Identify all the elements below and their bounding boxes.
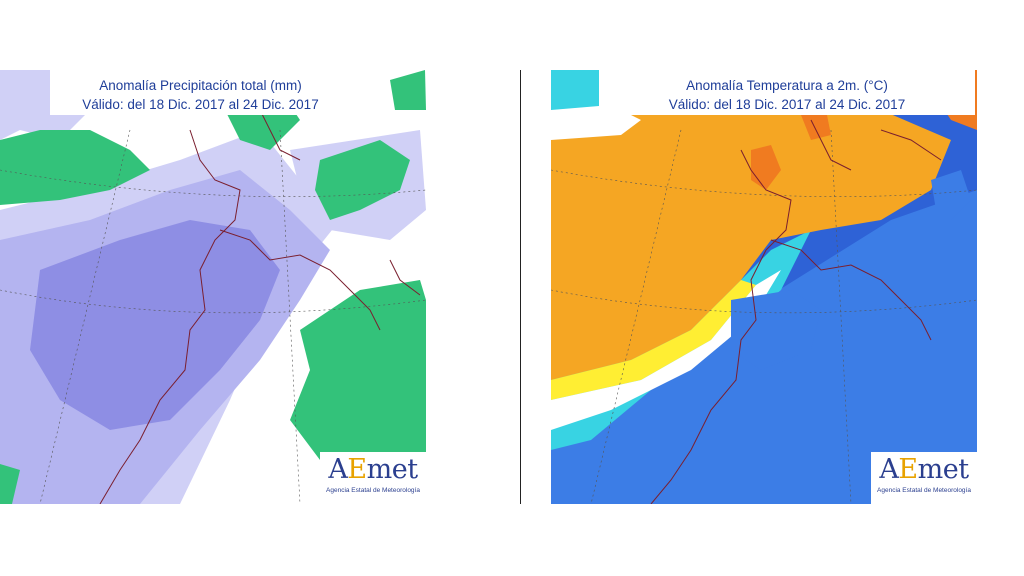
dry-area-iberia-ne: [315, 140, 410, 220]
dry-area-northwest: [0, 130, 150, 205]
graticule-lines: [0, 129, 426, 504]
temperature-map-title: Anomalía Temperatura a 2m. (°C) Válido: …: [599, 70, 975, 115]
aemet-logo-wordmark: AEmet: [328, 454, 418, 485]
aemet-logo-subtitle: Agencia Estatal de Meteorología: [877, 487, 971, 494]
warm-strong-area-north: [801, 110, 831, 140]
precipitation-anomaly-map: Anomalía Precipitación total (mm) Válido…: [0, 70, 426, 504]
precipitation-map-canvas: [0, 70, 426, 504]
aemet-logo: AEmet Agencia Estatal de Meteorología: [871, 452, 977, 504]
warm-area: [551, 90, 951, 380]
aemet-logo-wordmark: AEmet: [879, 454, 969, 485]
precipitation-map-title: Anomalía Precipitación total (mm) Válido…: [50, 70, 351, 115]
cold-area-iberia: [731, 290, 821, 370]
map-title-line1: Anomalía Temperatura a 2m. (°C): [686, 78, 888, 93]
aemet-logo-subtitle: Agencia Estatal de Meteorología: [326, 487, 420, 494]
map-title-line1: Anomalía Precipitación total (mm): [99, 78, 302, 93]
dry-area-topright: [390, 70, 426, 110]
aemet-logo: AEmet Agencia Estatal de Meteorología: [320, 452, 426, 504]
graticule-lines: [551, 129, 977, 504]
cold-area-baltic: [931, 170, 971, 220]
temperature-anomaly-map: Anomalía Temperatura a 2m. (°C) Válido: …: [551, 70, 977, 504]
map-validity-line: Válido: del 18 Dic. 2017 al 24 Dic. 2017: [82, 97, 319, 112]
panel-divider: [520, 70, 521, 504]
map-validity-line: Válido: del 18 Dic. 2017 al 24 Dic. 2017: [668, 97, 906, 112]
temperature-map-canvas: [551, 70, 977, 504]
slight-warm-area: [551, 280, 756, 400]
strong-wet-area: [30, 220, 280, 430]
coastlines: [99, 109, 421, 504]
dry-area-southwest: [0, 464, 20, 504]
coastlines: [650, 119, 942, 504]
neutral-gap: [551, 270, 781, 430]
dry-area-africa: [290, 280, 426, 460]
warm-strong-area-uk: [751, 145, 781, 190]
